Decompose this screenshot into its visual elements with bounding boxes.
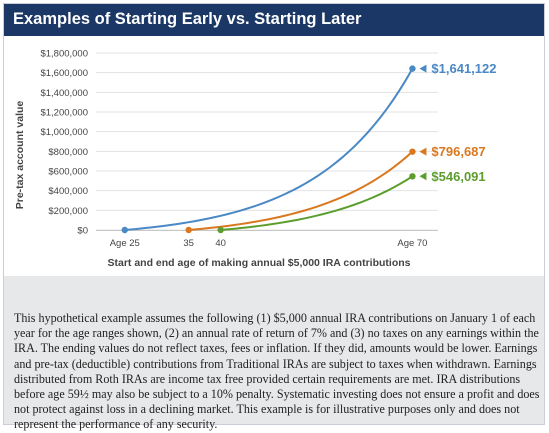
x-tick-label: 35	[183, 238, 194, 249]
y-tick-label: $0	[77, 226, 88, 237]
y-tick-label: $1,400,000	[40, 88, 88, 99]
end-label-arrow-icon	[419, 147, 427, 156]
disclaimer-box: This hypothetical example assumes the fo…	[4, 276, 544, 431]
y-tick-label: $1,600,000	[40, 68, 88, 79]
y-tick-label: $400,000	[48, 186, 88, 197]
series-line-1	[124, 68, 414, 231]
series-end-point	[409, 173, 416, 180]
x-axis-label: Start and end age of making annual $5,00…	[108, 257, 411, 269]
series-end-point	[409, 148, 416, 155]
y-tick-label: $1,200,000	[40, 108, 88, 119]
x-tick-label: 40	[215, 238, 226, 249]
page-title: Examples of Starting Early vs. Starting …	[13, 10, 362, 28]
header-bar: Examples of Starting Early vs. Starting …	[4, 4, 544, 36]
series-end-value-label: $1,641,122	[431, 61, 496, 76]
y-tick-label: $1,800,000	[40, 49, 88, 60]
x-tick-label: Age 25	[110, 238, 140, 249]
series-line-2	[188, 150, 414, 231]
series-end-value-label: $546,091	[431, 169, 485, 184]
y-tick-label: $200,000	[48, 206, 88, 217]
y-tick-label: $800,000	[48, 147, 88, 158]
disclaimer-text: This hypothetical example assumes the fo…	[14, 311, 540, 432]
series-end-point	[409, 65, 416, 72]
x-tick-label: Age 70	[397, 238, 427, 249]
series-start-point	[185, 226, 192, 234]
series-line-3	[220, 175, 413, 231]
series-start-point	[217, 226, 224, 234]
y-tick-label: $600,000	[48, 167, 88, 178]
y-axis-label: Pre-tax account value	[14, 101, 26, 210]
end-label-arrow-icon	[419, 64, 427, 73]
series-end-value-label: $796,687	[431, 144, 485, 159]
end-label-arrow-icon	[419, 172, 427, 181]
series-start-point	[121, 226, 128, 234]
y-tick-label: $1,000,000	[40, 127, 88, 138]
growth-line-chart: $0 $200,000 $400,000 $600,000 $800,000 $1,000…	[14, 49, 497, 270]
